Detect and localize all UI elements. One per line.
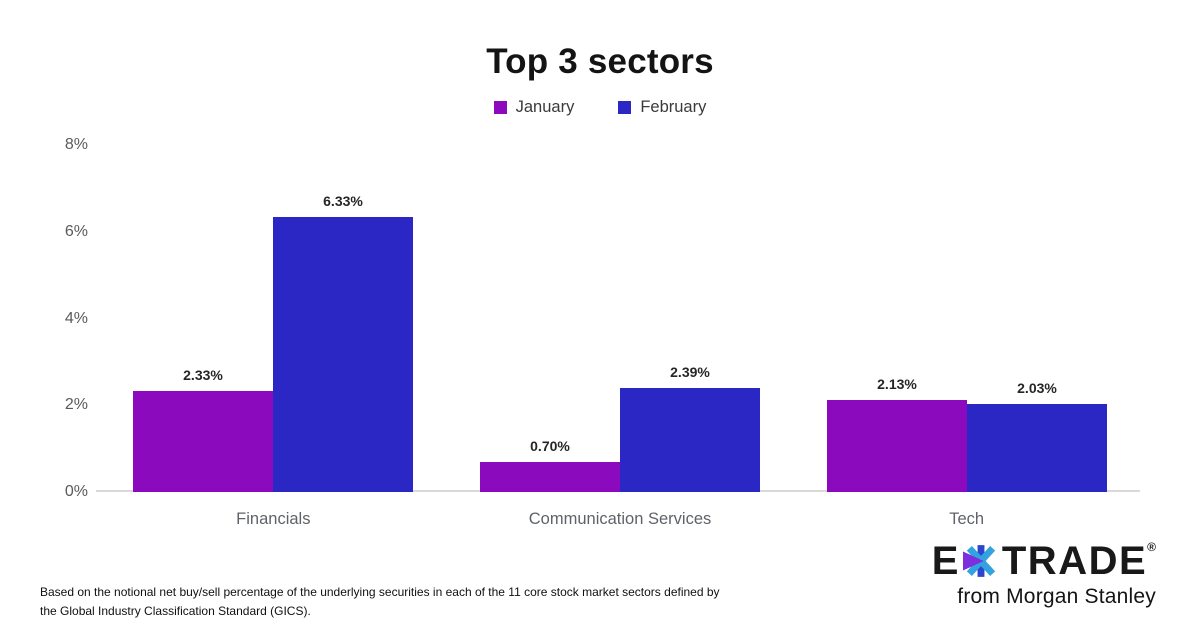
etrade-logo: E TRADE ® from Morgan Stanley	[932, 540, 1156, 609]
legend: January February	[0, 98, 1200, 117]
bar-january-communication-services	[480, 462, 620, 492]
bar-january-tech	[827, 400, 967, 492]
bar-value-label: 0.70%	[530, 438, 570, 454]
logo-word-trade: TRADE	[1001, 539, 1148, 583]
bar-january-financials	[133, 391, 273, 492]
bar-value-label: 6.33%	[323, 193, 363, 209]
etrade-star-icon	[962, 545, 996, 577]
logo-letter-e: E	[931, 539, 960, 583]
bar-value-label: 2.03%	[1017, 380, 1057, 396]
legend-label: February	[640, 98, 707, 116]
bar-value-label: 2.39%	[670, 364, 710, 380]
chart-title: Top 3 sectors	[486, 42, 714, 81]
y-tick-label: 8%	[64, 136, 88, 153]
y-tick-label: 4%	[64, 309, 88, 327]
legend-item-february: February	[618, 98, 706, 117]
category-label-communication-services: Communication Services	[528, 510, 712, 528]
legend-label: January	[515, 98, 575, 116]
plot-area: 2.33% 6.33% Financials 0.70% 2.39% Communicat…	[100, 145, 1140, 528]
logo-subtitle: from Morgan Stanley	[957, 585, 1156, 608]
etrade-logo-wordmark: E TRADE ®	[932, 540, 1156, 582]
y-tick-label: 6%	[64, 222, 88, 240]
legend-swatch-icon	[493, 101, 507, 114]
category-label-tech: Tech	[949, 510, 985, 528]
footnote-line: Based on the notional net buy/sell perce…	[40, 585, 720, 599]
footnote: Based on the notional net buy/sell perce…	[40, 583, 720, 621]
bar-february-tech	[967, 404, 1107, 492]
y-tick-label: 0%	[64, 483, 88, 500]
bar-value-label: 2.13%	[877, 376, 917, 392]
legend-item-january: January	[493, 98, 575, 117]
bar-value-label: 2.33%	[183, 367, 223, 383]
bar-february-financials	[273, 217, 413, 492]
legend-swatch-icon	[618, 101, 632, 114]
y-axis: 0% 2% 4% 6% 8%	[38, 136, 88, 500]
footnote-line: the Global Industry Classification Stand…	[40, 604, 311, 618]
bar-chart: 0% 2% 4% 6% 8% 2.33% 6.33% Financials 0.70% 2.39…	[65, 136, 1140, 528]
y-tick-label: 2%	[64, 396, 88, 414]
category-label-financials: Financials	[236, 510, 311, 528]
registered-mark: ®	[1147, 540, 1156, 554]
bar-february-communication-services	[620, 388, 760, 492]
